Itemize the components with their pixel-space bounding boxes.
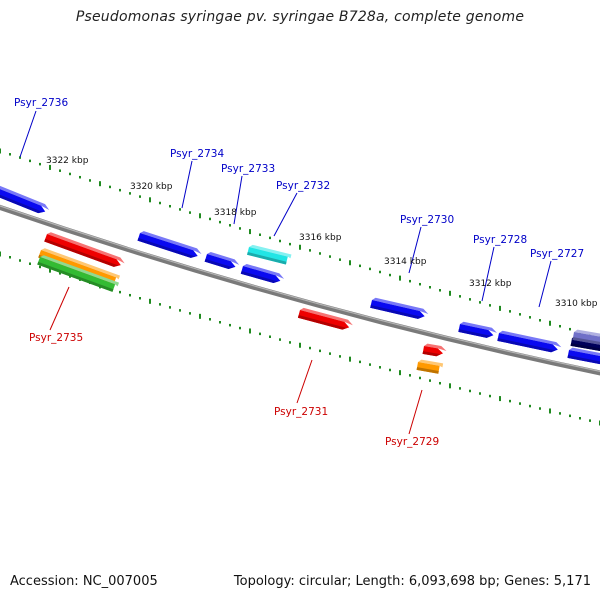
gene-body (458, 324, 494, 338)
accession-text: Accession: NC_007005 (10, 574, 158, 589)
gene-shadow (240, 270, 278, 284)
gene-body (572, 332, 600, 347)
gene-label-psyr-2727[interactable]: Psyr_2727 (530, 248, 584, 260)
gene-shadow (0, 185, 43, 214)
gene-psyr-2728[interactable] (497, 330, 562, 354)
gene-labels-reverse: Psyr_2735 Psyr_2731 Psyr_2729 (29, 332, 439, 448)
gene-body (567, 350, 600, 365)
gene-psyr-2736[interactable] (0, 178, 51, 216)
scale-label: 3310 kbp (555, 299, 598, 309)
callout-psyr-2733 (233, 175, 243, 225)
gene-psyr-2735-green[interactable] (37, 254, 120, 293)
gene-body (137, 233, 198, 258)
gene-top-face (0, 179, 50, 211)
gene-body (240, 266, 281, 284)
callout-psyr-2734 (181, 160, 193, 209)
gene-shadow (204, 258, 234, 269)
gene-shadow (458, 329, 492, 338)
gene-label-psyr-2728[interactable]: Psyr_2728 (473, 234, 527, 246)
gene-shadow (567, 355, 600, 365)
gene-top-face (207, 252, 240, 265)
gene-body (44, 234, 121, 267)
gene-top-face (40, 255, 120, 287)
gene-label-psyr-2733[interactable]: Psyr_2733 (221, 163, 275, 175)
genome-backbone (0, 204, 600, 376)
scale-label: 3322 kbp (46, 156, 89, 166)
gene-top-face (499, 330, 562, 348)
callout-psyr-2728 (481, 246, 495, 302)
gene-top-face (140, 231, 202, 255)
gene-shadow (422, 351, 441, 357)
gene-top-face (300, 307, 353, 326)
gene-body (0, 181, 46, 214)
gene-psyr-2727-lavender[interactable] (572, 329, 600, 347)
gene-labels-forward: Psyr_2736 Psyr_2734 Psyr_2733 Psyr_2732 … (14, 97, 584, 260)
gene-shadow (416, 367, 439, 374)
gene-psyr-2735[interactable] (44, 231, 126, 270)
scale-label: 3314 kbp (384, 257, 427, 267)
gene-top-face (249, 244, 292, 259)
scale-label: 3318 kbp (214, 208, 257, 218)
gene-top-face (418, 359, 444, 368)
gene-body (497, 333, 558, 353)
gene-top-face (460, 321, 497, 333)
gene-top-face (243, 263, 285, 279)
gene-top-face (424, 343, 447, 351)
gene-label-psyr-2735[interactable]: Psyr_2735 (29, 332, 83, 344)
gene-shadow (370, 305, 423, 319)
callout-psyr-2727 (538, 260, 552, 308)
gene-label-psyr-2732[interactable]: Psyr_2732 (276, 180, 330, 192)
gene-body (370, 300, 425, 319)
scale-label: 3316 kbp (299, 233, 342, 243)
gene-label-psyr-2736[interactable]: Psyr_2736 (14, 97, 68, 109)
gene-psyr-2732[interactable] (247, 244, 292, 265)
genome-backbone-highlight (0, 205, 600, 373)
scale-label: 3320 kbp (130, 182, 173, 192)
gene-shadow (297, 315, 347, 330)
gene-label-psyr-2729[interactable]: Psyr_2729 (385, 436, 439, 448)
gene-label-psyr-2731[interactable]: Psyr_2731 (274, 406, 328, 418)
gene-shadow (137, 237, 196, 258)
gene-psyr-2731[interactable] (297, 307, 354, 332)
gene-top-face (569, 347, 600, 360)
callout-psyr-2736 (19, 110, 37, 158)
gene-label-psyr-2730[interactable]: Psyr_2730 (400, 214, 454, 226)
callout-psyr-2730 (408, 226, 422, 274)
gene-shadow (44, 238, 119, 267)
callout-psyr-2732 (273, 192, 298, 237)
gene-psyr-2734[interactable] (137, 230, 203, 261)
gene-top-face (372, 297, 429, 315)
gene-body (297, 310, 350, 330)
callout-psyr-2735 (49, 286, 70, 331)
gene-shadow (247, 252, 287, 265)
gene-top-face (47, 232, 125, 264)
genome-stats-text: Topology: circular; Length: 6,093,698 bp… (233, 574, 591, 589)
label-callouts (19, 110, 552, 435)
scale-ticks (0, 148, 600, 426)
gene-psyr-2729-orange[interactable] (416, 359, 444, 374)
gene-top-face (574, 329, 600, 341)
gene-shadow (497, 338, 556, 353)
gene-features (0, 178, 600, 374)
callout-psyr-2731 (296, 359, 313, 404)
gene-psyr-2727[interactable] (567, 347, 600, 366)
gene-psyr-2733b[interactable] (240, 263, 285, 285)
scale-label: 3312 kbp (469, 279, 512, 289)
gene-body (204, 254, 236, 269)
gene-psyr-2728a[interactable] (458, 321, 497, 340)
gene-psyr-2730[interactable] (370, 297, 429, 321)
gene-body (570, 338, 600, 353)
gene-shadow (37, 261, 114, 292)
gene-psyr-2733[interactable] (204, 251, 241, 271)
gene-shadow (572, 337, 600, 347)
gene-shadow (570, 343, 600, 353)
gene-top-face (41, 248, 121, 280)
scale-labels: 3322 kbp 3320 kbp 3318 kbp 3316 kbp 3314… (46, 156, 598, 309)
gene-psyr-2729[interactable] (422, 343, 448, 358)
gene-label-psyr-2734[interactable]: Psyr_2734 (170, 148, 224, 160)
callout-psyr-2729 (408, 389, 423, 435)
map-title: Pseudomonas syringae pv. syringae B728a,… (75, 9, 525, 25)
